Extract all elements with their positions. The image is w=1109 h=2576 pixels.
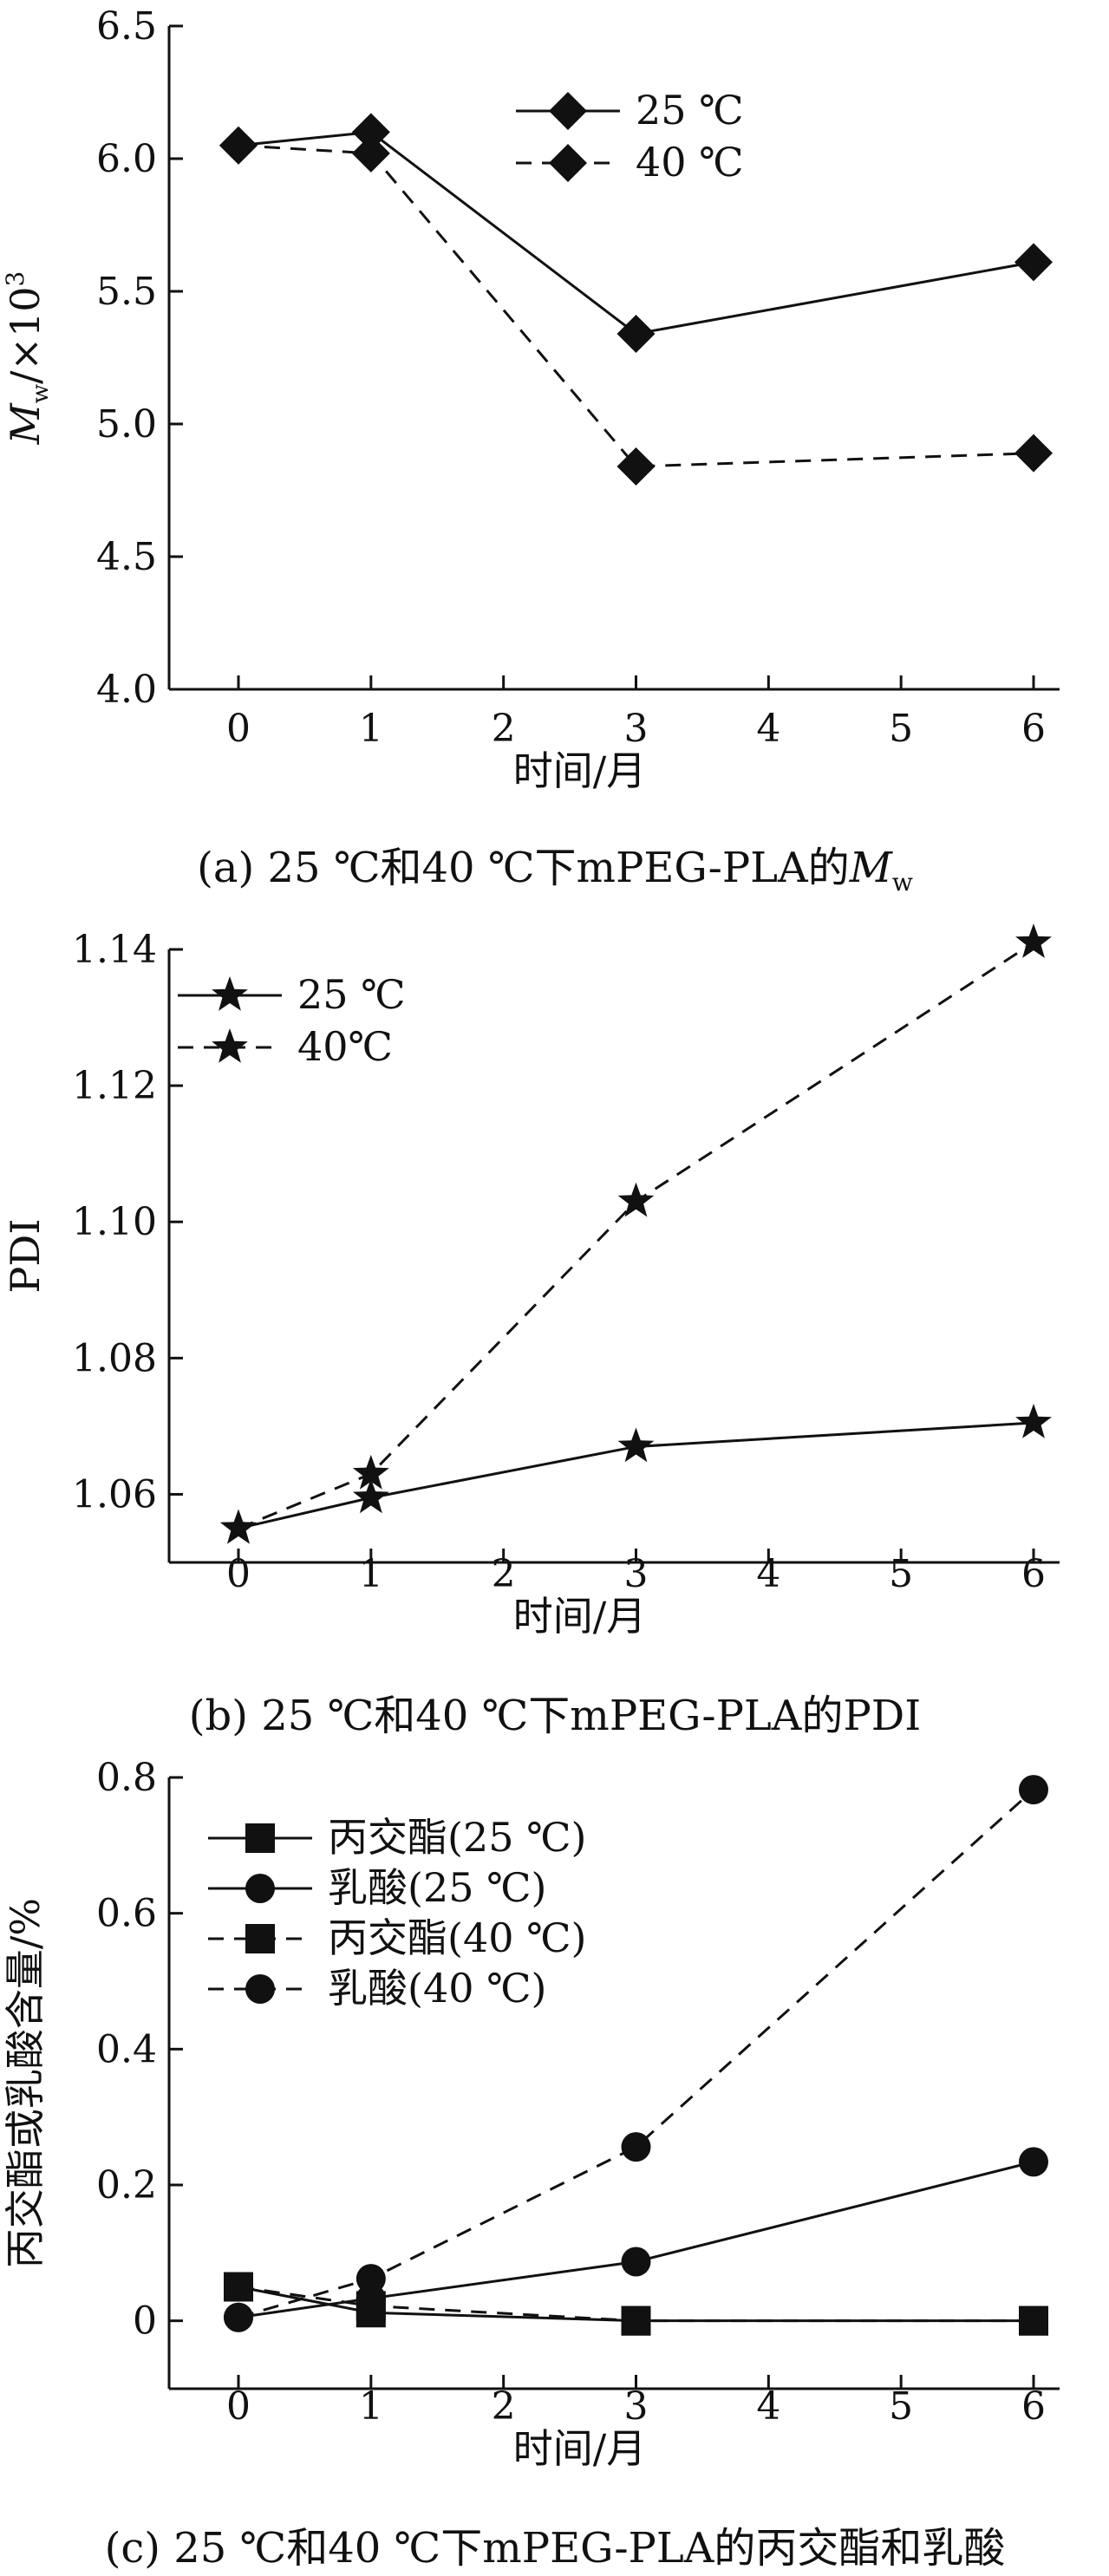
data-point xyxy=(1019,1775,1048,1805)
panel-c: 0 1 2 3 4 5 6 0 0.2 0.4 0.6 0.8 时间/月 丙交酯或乳酸含量/% 丙交酯(25… xyxy=(2,1756,1060,2573)
y-tick-label: 4.0 xyxy=(96,668,157,712)
legend-marker xyxy=(245,1924,275,1953)
data-point xyxy=(352,1478,389,1514)
y-axis-label: Mw/×103 xyxy=(1,271,54,446)
y-tick-label: 0.8 xyxy=(96,1756,157,1800)
data-point xyxy=(1015,1404,1052,1438)
series-line xyxy=(238,2286,1034,2323)
data-point xyxy=(224,2272,253,2302)
series-line xyxy=(238,130,1034,336)
data-point xyxy=(1014,243,1053,282)
figure-caption: (a) 25 ℃和40 ℃下mPEG-PLA的Mw xyxy=(197,844,913,897)
legend-label: 40 ℃ xyxy=(636,139,744,186)
legend-marker xyxy=(549,92,587,130)
x-tick-label: 6 xyxy=(1021,2384,1046,2429)
data-point xyxy=(1014,434,1053,473)
y-tick-label: 0.6 xyxy=(96,1892,157,1936)
legend-marker xyxy=(245,1974,275,2004)
data-point xyxy=(621,2247,651,2277)
x-tick-label: 4 xyxy=(756,707,780,751)
legend-label: 25 ℃ xyxy=(297,971,406,1018)
x-tick-label: 3 xyxy=(624,2384,649,2429)
data-point xyxy=(220,1509,257,1544)
panel-a: 0 1 2 3 4 5 6 4.0 4.5 5.0 5.5 6.0 6.5 时间/月 Mw/×103 25 ℃… xyxy=(1,4,1060,897)
x-tick-label: 6 xyxy=(1021,707,1046,751)
x-tick-label: 1 xyxy=(359,707,383,751)
y-tick-label: 1.12 xyxy=(72,1064,157,1108)
y-tick-label: 1.06 xyxy=(72,1472,157,1516)
data-point xyxy=(617,1427,655,1463)
series-line xyxy=(238,2160,1034,2319)
x-tick-label: 0 xyxy=(226,707,251,751)
x-axis-label: 时间/月 xyxy=(513,2425,647,2472)
legend-marker xyxy=(245,1874,275,1903)
series-line xyxy=(238,144,1034,468)
legend-label: 丙交酯(25 ℃) xyxy=(328,1814,587,1861)
data-point xyxy=(616,314,656,353)
legend-label: 丙交酯(40 ℃) xyxy=(328,1914,587,1961)
legend-marker xyxy=(212,1028,248,1063)
data-point xyxy=(356,2291,386,2321)
x-tick-label: 1 xyxy=(359,1552,383,1596)
data-point xyxy=(621,2305,651,2336)
y-tick-label: 1.08 xyxy=(72,1336,157,1380)
data-point xyxy=(1015,923,1052,958)
x-axis-label: 时间/月 xyxy=(513,1593,647,1640)
figure-caption: (b) 25 ℃和40 ℃下mPEG-PLA的PDI xyxy=(189,1692,921,1740)
x-tick-label: 0 xyxy=(226,1552,251,1596)
y-tick-label: 1.10 xyxy=(72,1200,157,1244)
legend-label: 25 ℃ xyxy=(636,87,744,134)
legend-label: 乳酸(40 ℃) xyxy=(328,1965,547,2012)
data-point xyxy=(356,2264,386,2294)
legend-label: 乳酸(25 ℃) xyxy=(328,1864,547,1911)
y-tick-label: 5.5 xyxy=(96,270,157,314)
x-tick-label: 3 xyxy=(624,1552,649,1596)
data-point xyxy=(617,1182,655,1217)
y-tick-label: 0 xyxy=(133,2299,157,2344)
x-tick-label: 2 xyxy=(492,2384,516,2429)
y-axis-label: PDI xyxy=(2,1218,49,1293)
figure-caption: (c) 25 ℃和40 ℃下mPEG-PLA的丙交酯和乳酸 xyxy=(105,2524,1006,2573)
y-tick-label: 1.14 xyxy=(72,928,157,972)
data-point xyxy=(351,134,390,173)
data-point xyxy=(219,126,258,165)
x-tick-label: 5 xyxy=(889,707,913,751)
y-tick-label: 4.5 xyxy=(96,535,157,579)
y-tick-label: 0.2 xyxy=(96,2163,157,2208)
x-tick-label: 3 xyxy=(624,707,649,751)
legend-marker xyxy=(549,144,587,182)
x-tick-label: 2 xyxy=(492,707,516,751)
y-tick-label: 6.5 xyxy=(96,4,157,49)
legend-marker xyxy=(212,976,248,1011)
y-tick-label: 0.4 xyxy=(96,2027,157,2071)
x-tick-label: 1 xyxy=(359,2384,383,2429)
x-tick-label: 6 xyxy=(1021,1552,1046,1596)
y-axis-label: 丙交酯或乳酸含量/% xyxy=(2,1898,49,2268)
x-tick-label: 5 xyxy=(889,2384,913,2429)
data-point xyxy=(352,1454,389,1490)
x-axis-label: 时间/月 xyxy=(513,747,647,794)
series-line xyxy=(238,941,1034,1530)
x-tick-label: 4 xyxy=(756,2384,780,2429)
data-point xyxy=(224,2302,253,2332)
series-line xyxy=(238,2286,1034,2323)
x-tick-label: 5 xyxy=(889,1552,913,1596)
x-tick-label: 0 xyxy=(226,2384,251,2429)
x-tick-label: 2 xyxy=(492,1552,516,1596)
series-line xyxy=(238,1421,1034,1530)
legend-marker xyxy=(245,1823,275,1853)
panel-b: 0 1 2 3 4 5 6 1.06 1.08 1.10 1.12 1.14 时间/月 PDI 25 ℃ 40… xyxy=(2,923,1060,1740)
legend-label: 40℃ xyxy=(297,1023,393,1070)
y-tick-label: 6.0 xyxy=(96,137,157,181)
data-point xyxy=(621,2132,651,2162)
x-tick-label: 4 xyxy=(756,1552,780,1596)
y-tick-label: 5.0 xyxy=(96,402,157,447)
data-point xyxy=(616,447,656,486)
data-point xyxy=(351,113,390,152)
data-point xyxy=(1019,2305,1048,2336)
data-point xyxy=(1019,2147,1048,2177)
